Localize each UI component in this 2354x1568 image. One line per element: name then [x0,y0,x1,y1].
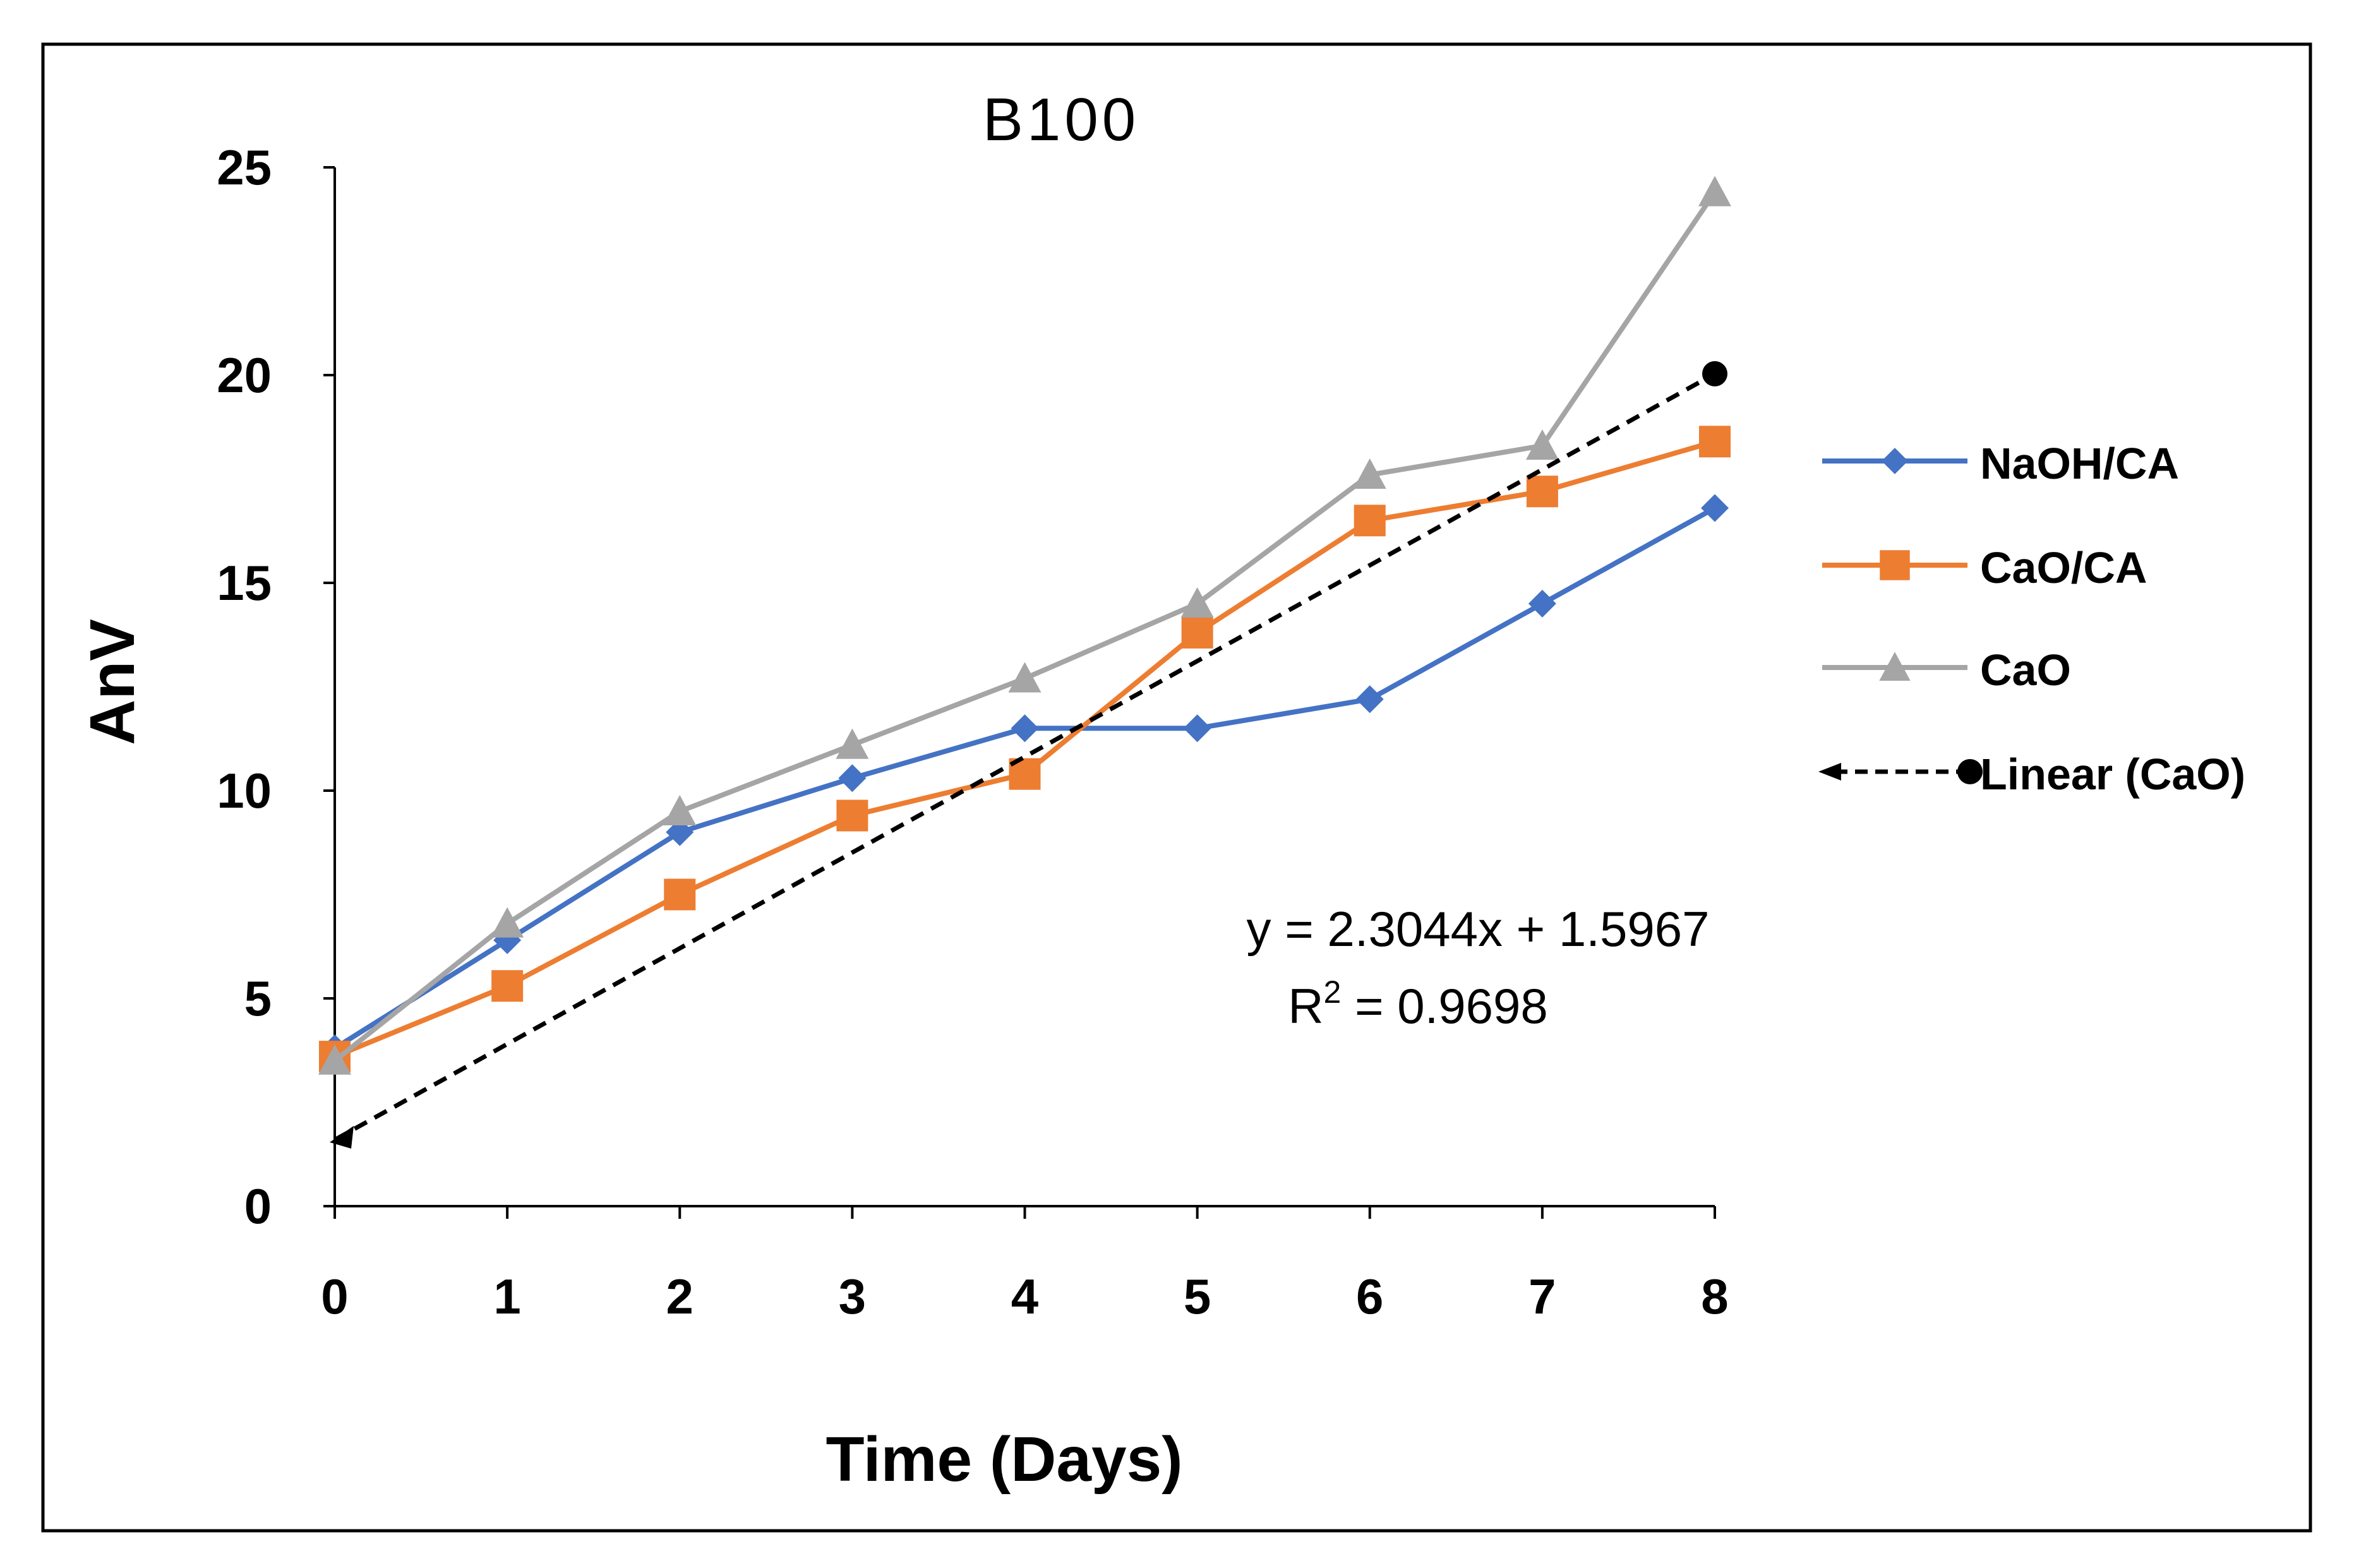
legend: NaOH/CA CaO/CA CaO Linear (CaO) [1818,439,2245,799]
y-tick-label: 5 [244,971,272,1026]
data-point-cao-ca [491,970,524,1002]
data-point-naoh-ca [1355,685,1384,714]
x-tick-label: 8 [1701,1269,1728,1324]
data-point-cao-ca [1699,426,1731,458]
legend-label-linear-cao: Linear (CaO) [1980,750,2245,799]
legend-item-cao-ca: CaO/CA [1822,543,2147,592]
trendline-arrow-start [330,1125,354,1149]
legend-arrow-linear-cao [1818,763,1841,781]
data-point-naoh-ca [1701,494,1729,522]
data-point-cao-ca [1354,505,1386,537]
x-tick-label: 0 [321,1269,348,1324]
trendline-linear-cao [333,371,1716,1142]
legend-label-cao-ca: CaO/CA [1980,543,2147,592]
y-tick-label: 15 [217,555,272,611]
data-point-cao-ca [1181,616,1213,649]
legend-marker-linear-cao [1957,759,1983,784]
y-axis-label: AnV [77,619,148,745]
data-point-cao [1698,176,1731,206]
y-tick-label: 0 [244,1178,272,1234]
r2-superscript: 2 [1324,974,1342,1010]
trendline-equation: y = 2.3044x + 1.5967 R2 = 0.9698 [1247,901,1710,1034]
legend-item-linear-cao: Linear (CaO) [1818,750,2245,799]
y-tick-label: 20 [217,347,272,403]
data-point-cao [1180,587,1214,618]
data-point-cao [1008,662,1042,693]
series-cao [318,176,1731,1075]
y-tick-label: 25 [217,140,272,195]
x-tick-label: 6 [1356,1269,1383,1324]
data-point-cao-ca [1526,476,1558,508]
legend-marker-cao-ca [1880,550,1910,580]
trendline-end-dot [1702,361,1727,386]
plot-area: 0 5 10 15 20 25 0 1 2 3 4 5 6 7 8 [217,140,1731,1324]
x-tick-label: 3 [839,1269,866,1324]
trendline-equation-text: y = 2.3044x + 1.5967 [1247,901,1710,957]
data-point-naoh-ca [1528,589,1556,618]
series-layer [318,176,1731,1075]
data-point-naoh-ca [1011,714,1039,743]
y-axis-ticks: 0 5 10 15 20 25 [217,140,335,1234]
legend-label-naoh-ca: NaOH/CA [1980,439,2179,488]
data-point-cao [663,794,697,825]
data-point-cao [491,907,524,938]
data-point-cao-ca [836,799,868,832]
x-axis-ticks: 0 1 2 3 4 5 6 7 8 [321,1206,1729,1324]
data-point-cao [318,1044,351,1075]
legend-marker-cao [1879,652,1911,681]
x-tick-label: 4 [1011,1269,1038,1324]
legend-label-cao: CaO [1980,645,2071,695]
r2-prefix: R [1288,978,1323,1034]
x-tick-label: 5 [1184,1269,1211,1324]
data-point-cao-ca [664,878,696,911]
legend-marker-naoh-ca [1882,448,1908,474]
x-tick-label: 1 [493,1269,520,1324]
chart-border [41,42,2312,1533]
data-point-cao [1525,429,1559,460]
r2-value: = 0.9698 [1341,978,1547,1034]
legend-item-cao: CaO [1822,645,2071,695]
x-tick-label: 2 [666,1269,694,1324]
data-point-cao [1353,458,1386,489]
x-axis-label: Time (Days) [826,1424,1182,1495]
series-cao-ca [319,426,1731,1073]
data-point-cao [836,728,869,759]
trendline-r2-text: R2 = 0.9698 [1288,974,1548,1034]
data-point-naoh-ca [1183,714,1211,743]
trendline-layer [330,361,1727,1149]
y-tick-label: 10 [217,763,272,818]
x-tick-label: 7 [1528,1269,1556,1324]
legend-item-naoh-ca: NaOH/CA [1822,439,2179,488]
chart-title: B100 [983,86,1139,153]
data-point-naoh-ca [838,764,867,793]
